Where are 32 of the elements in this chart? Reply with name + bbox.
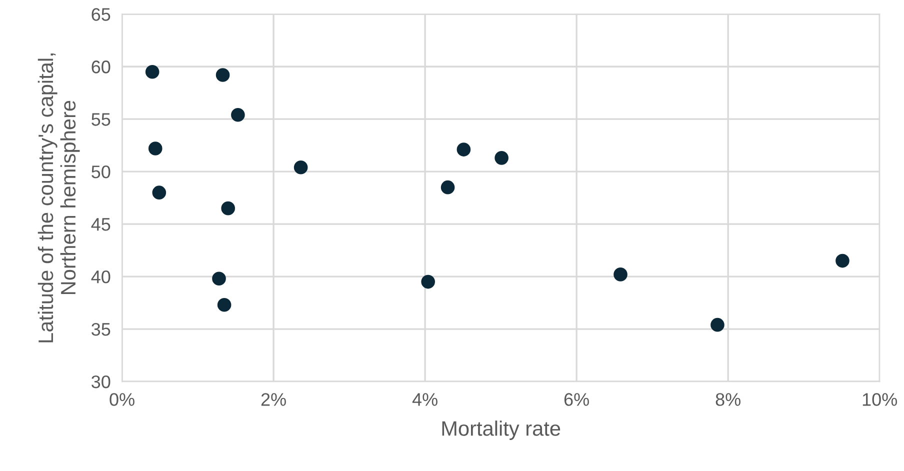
y-tick-label: 40 [91,270,110,284]
y-tick-label: 50 [92,166,110,178]
point [216,68,230,82]
point [836,254,850,268]
point [456,142,471,156]
y-tick-label: 30 [92,375,110,388]
point [494,151,508,165]
y-tick-label: 35 [92,322,110,336]
x-tick-label: 8% [716,393,740,406]
point [221,201,236,216]
point [614,268,628,282]
point [440,180,455,194]
y-tick-label: 55 [92,113,110,126]
point [145,64,160,79]
x-axis-title: Mortality rate [442,420,560,440]
x-tick-label: 10% [862,393,898,406]
y-tick-label: 45 [91,218,110,231]
point [421,274,435,289]
y-axis-title: Latitude of the country's capital, Northern hemisphere [38,54,80,342]
point [148,142,162,156]
x-tick-label: 6% [564,393,589,406]
x-tick-label: 2% [261,393,286,406]
point [152,186,166,200]
point [217,298,232,312]
point [231,108,245,122]
y-tick-label: 65 [92,8,110,21]
x-tick-label: 4% [412,393,438,406]
point [212,272,226,286]
x-tick-label: 0% [110,393,134,406]
point [294,160,308,174]
point [710,318,724,332]
y-tick-label: 60 [92,60,110,74]
